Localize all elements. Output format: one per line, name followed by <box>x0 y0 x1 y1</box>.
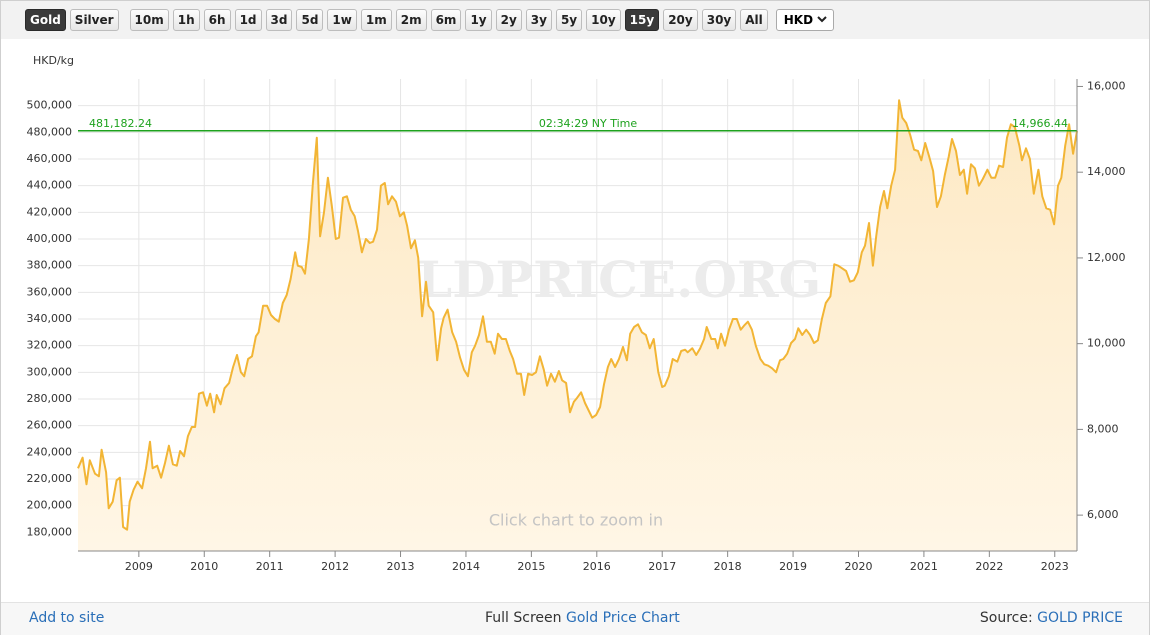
y-tick-label: 400,000 <box>27 232 73 245</box>
range-button[interactable]: 30y <box>701 9 737 31</box>
x-tick-label: 2021 <box>910 560 938 573</box>
y-tick-label: 340,000 <box>27 312 73 325</box>
y-tick-label: 300,000 <box>27 365 73 378</box>
y-axis-label: HKD/kg <box>33 54 74 67</box>
x-tick-label: 2018 <box>714 560 742 573</box>
range-button[interactable]: 3d <box>265 9 293 31</box>
y-tick-label: 240,000 <box>27 445 73 458</box>
currency-select[interactable]: HKD <box>775 9 834 31</box>
y2-tick-label: 8,000 <box>1087 422 1119 435</box>
x-tick-label: 2012 <box>321 560 349 573</box>
y-tick-label: 360,000 <box>27 285 73 298</box>
y2-tick-label: 12,000 <box>1087 251 1126 264</box>
y-tick-label: 260,000 <box>27 419 73 432</box>
range-button[interactable]: 1h <box>172 9 200 31</box>
x-tick-label: 2019 <box>779 560 807 573</box>
range-button[interactable]: 6h <box>203 9 231 31</box>
footer-center: Full Screen Gold Price Chart <box>485 610 680 626</box>
x-tick-label: 2020 <box>844 560 872 573</box>
range-button[interactable]: 1d <box>234 9 262 31</box>
y-tick-label: 200,000 <box>27 499 73 512</box>
x-tick-label: 2009 <box>125 560 153 573</box>
dropdown-arrow <box>817 16 827 23</box>
range-button[interactable]: 2y <box>495 9 522 31</box>
source-link[interactable]: GOLD PRICE <box>1037 610 1123 626</box>
current-price-label: 481,182.24 <box>89 117 152 130</box>
y2-tick-label: 16,000 <box>1087 79 1126 92</box>
chart-link[interactable]: Gold Price Chart <box>565 610 680 626</box>
footer: Add to site Full Screen Gold Price Chart… <box>1 602 1149 635</box>
x-tick-label: 2023 <box>1041 560 1069 573</box>
x-tick-label: 2010 <box>190 560 218 573</box>
x-tick-label: 2015 <box>517 560 545 573</box>
y-tick-label: 220,000 <box>27 472 73 485</box>
range-button[interactable]: 1y <box>465 9 492 31</box>
range-button[interactable]: 5d <box>296 9 324 31</box>
y-tick-label: 180,000 <box>27 525 73 538</box>
range-button[interactable]: 5y <box>555 9 583 31</box>
x-tick-label: 2022 <box>975 560 1003 573</box>
current-price-y2-label: 14,966.44 <box>1012 117 1068 130</box>
metal-button[interactable]: Silver <box>69 9 119 31</box>
range-button[interactable]: 10y <box>586 9 621 31</box>
range-button[interactable]: 3y <box>525 9 552 31</box>
y-tick-label: 380,000 <box>27 259 73 272</box>
range-button[interactable]: 20y <box>663 9 698 31</box>
y-tick-label: 420,000 <box>27 205 73 218</box>
range-button[interactable]: 6m <box>430 9 462 31</box>
y2-tick-label: 6,000 <box>1087 508 1119 521</box>
x-tick-label: 2011 <box>256 560 284 573</box>
add-to-site-link[interactable]: Add to site <box>29 610 105 626</box>
range-button[interactable]: 10m <box>129 9 169 31</box>
zoom-hint[interactable]: Click chart to zoom in <box>489 511 663 530</box>
current-time-label: 02:34:29 NY Time <box>539 117 637 130</box>
footer-right: Source: GOLD PRICE <box>980 610 1123 626</box>
x-tick-label: 2013 <box>387 560 415 573</box>
y2-tick-label: 10,000 <box>1087 337 1126 350</box>
y-tick-label: 500,000 <box>27 99 73 112</box>
price-line <box>77 99 1078 531</box>
y-tick-label: 280,000 <box>27 392 73 405</box>
area-fill <box>78 100 1077 552</box>
footer-text: Full Screen <box>485 610 562 626</box>
y-tick-label: 440,000 <box>27 179 73 192</box>
footer-text: Source: <box>979 610 1033 626</box>
range-button[interactable]: 1m <box>360 9 392 31</box>
y2-tick-label: 14,000 <box>1087 165 1126 178</box>
y-tick-label: 320,000 <box>27 339 73 352</box>
x-tick-label: 2014 <box>452 560 480 573</box>
y-tick-label: 480,000 <box>27 125 73 138</box>
range-button[interactable]: All <box>740 9 768 31</box>
metal-button[interactable]: Gold <box>25 9 66 31</box>
y-tick-label: 460,000 <box>27 152 73 165</box>
range-button[interactable]: 1w <box>327 9 357 31</box>
x-tick-label: 2016 <box>583 560 611 573</box>
range-button[interactable]: 2m <box>395 9 427 31</box>
range-button[interactable]: 15y <box>624 9 660 31</box>
x-tick-label: 2017 <box>648 560 676 573</box>
toolbar: Gold Silver 10m 1h 6h 1d 3d 5d 1w 1m 2m 6m 1y 2y 3y 5y 1… <box>1 1 1149 39</box>
